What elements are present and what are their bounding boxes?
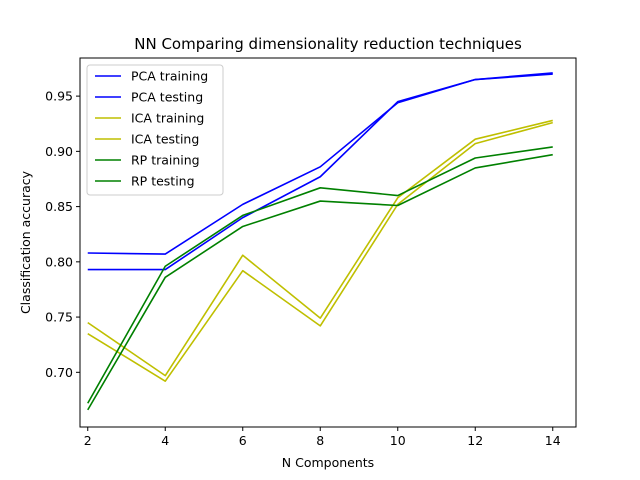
y-tick-label: 0.75 (45, 310, 73, 325)
y-tick-label: 0.80 (45, 254, 73, 269)
legend-label: ICA training (131, 111, 204, 126)
y-tick-label: 0.85 (45, 199, 73, 214)
y-tick-label: 0.90 (45, 144, 73, 159)
axes-frame (79, 57, 577, 428)
legend-label: ICA testing (131, 132, 199, 147)
series-line-4 (87, 146, 553, 404)
x-tick-label: 8 (316, 433, 324, 448)
legend-label: RP training (131, 153, 200, 168)
series-line-1 (87, 72, 553, 271)
y-tick-label: 0.70 (45, 365, 73, 380)
x-tick-label: 12 (467, 433, 483, 448)
legend-label: RP testing (131, 174, 195, 189)
series-line-3 (87, 121, 553, 382)
series-line-5 (87, 153, 553, 411)
legend-label: PCA training (131, 69, 208, 84)
series-line-2 (87, 119, 553, 377)
chart-title: NN Comparing dimensionality reduction te… (134, 35, 522, 53)
y-tick-label: 0.95 (45, 89, 73, 104)
y-axis: 0.70 0.75 0.80 0.85 0.90 0.95 (45, 89, 80, 380)
series-lines (87, 72, 553, 411)
x-tick-label: 10 (390, 433, 406, 448)
x-tick-label: 2 (84, 433, 92, 448)
x-tick-label: 4 (161, 433, 169, 448)
legend: PCA training PCA testing ICA training ICA t… (86, 64, 224, 196)
x-tick-label: 14 (545, 433, 561, 448)
legend-label: PCA testing (131, 90, 203, 105)
x-axis: 2 4 6 8 10 12 14 (84, 427, 561, 448)
x-tick-label: 6 (239, 433, 247, 448)
y-axis-label: Classification accuracy (18, 170, 33, 314)
x-axis-label: N Components (282, 455, 374, 470)
